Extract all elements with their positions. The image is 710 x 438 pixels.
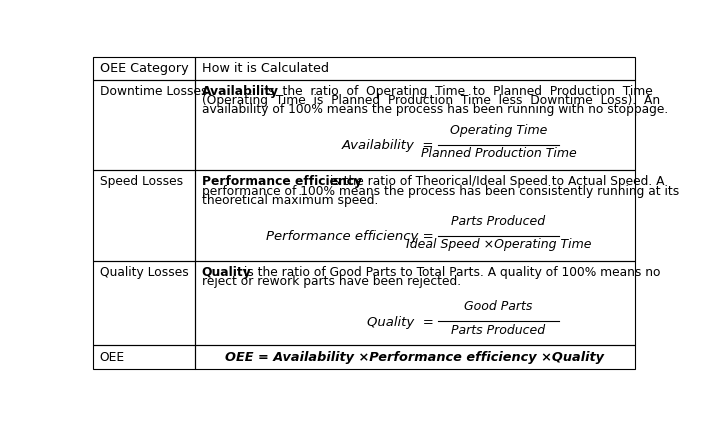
Text: Quality  =: Quality = <box>367 315 434 328</box>
Text: Quality: Quality <box>202 265 251 278</box>
Bar <box>93 81 195 171</box>
Bar <box>93 261 195 345</box>
Bar <box>195 81 635 171</box>
Bar <box>93 345 195 369</box>
Text: OEE: OEE <box>99 351 125 364</box>
Text: reject or rework parts have been rejected.: reject or rework parts have been rejecte… <box>202 275 461 287</box>
Text: (Operating  Time  is  Planned  Production  Time  less  Downtime  Loss).  An: (Operating Time is Planned Production Ti… <box>202 94 660 107</box>
Text: Performance efficiency: Performance efficiency <box>202 175 361 188</box>
Text: OEE = Availability ×Performance efficiency ×Quality: OEE = Availability ×Performance efficien… <box>225 351 604 364</box>
Bar <box>195 171 635 261</box>
Text: Ideal Speed ×Operating Time: Ideal Speed ×Operating Time <box>405 237 591 250</box>
Text: Good Parts: Good Parts <box>464 300 532 313</box>
Text: is  the  ratio  of  Operating  Time  to  Planned  Production  Time: is the ratio of Operating Time to Planne… <box>261 85 653 98</box>
Text: Performance efficiency =: Performance efficiency = <box>266 230 434 243</box>
Text: is the ratio of Good Parts to Total Parts. A quality of 100% means no: is the ratio of Good Parts to Total Part… <box>240 265 660 278</box>
Text: Downtime Losses: Downtime Losses <box>99 85 207 98</box>
Text: OEE Category: OEE Category <box>99 62 188 74</box>
Bar <box>93 58 195 81</box>
Text: Speed Losses: Speed Losses <box>99 175 183 188</box>
Bar <box>195 58 635 81</box>
Text: Availability: Availability <box>202 85 278 98</box>
Text: performance of 100% means the process has been consistently running at its: performance of 100% means the process ha… <box>202 184 679 197</box>
Text: Parts Produced: Parts Produced <box>452 214 545 227</box>
Bar <box>195 345 635 369</box>
Text: Quality Losses: Quality Losses <box>99 265 189 278</box>
Text: How it is Calculated: How it is Calculated <box>202 62 329 74</box>
Bar <box>195 261 635 345</box>
Text: Planned Production Time: Planned Production Time <box>420 147 577 160</box>
Text: theoretical maximum speed.: theoretical maximum speed. <box>202 193 378 206</box>
Text: availability of 100% means the process has been running with no stoppage.: availability of 100% means the process h… <box>202 103 668 116</box>
Bar <box>93 171 195 261</box>
Text: Operating Time: Operating Time <box>449 124 547 137</box>
Text: Availability  =: Availability = <box>342 139 434 152</box>
Text: Parts Produced: Parts Produced <box>452 323 545 336</box>
Text: is the ratio of Theorical/Ideal Speed to Actual Speed. A: is the ratio of Theorical/Ideal Speed to… <box>326 175 664 188</box>
